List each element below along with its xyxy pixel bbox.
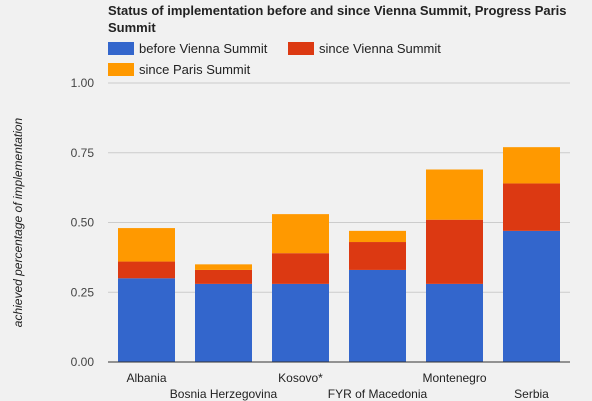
legend-label-0: before Vienna Summit <box>139 41 268 56</box>
y-tick-label-1: 0.25 <box>71 285 95 299</box>
gridlines <box>108 82 570 293</box>
y-tick-label-2: 0.50 <box>71 216 95 230</box>
chart-title-line-2: Summit <box>108 20 156 35</box>
y-axis-ticks: 0.00 0.25 0.50 0.75 1.00 <box>71 76 95 369</box>
legend: before Vienna Summit since Vienna Summit s… <box>108 41 441 77</box>
y-axis-label: achieved percentage of implementation <box>11 117 25 327</box>
legend-label-2: since Paris Summit <box>139 62 251 77</box>
legend-swatch-0 <box>108 42 134 55</box>
y-tick-label-4: 1.00 <box>71 76 95 90</box>
x-category-label-2: Kosovo* <box>278 371 323 385</box>
y-tick-label-3: 0.75 <box>71 146 95 160</box>
chart-title-line-1: Status of implementation before and sinc… <box>108 3 567 18</box>
bar-5-1 <box>503 183 560 231</box>
bar-2-0 <box>272 283 329 362</box>
bar-4-1 <box>426 219 483 284</box>
bar-1-2 <box>195 264 252 270</box>
x-category-label-4: Montenegro <box>422 371 486 385</box>
bar-0-0 <box>118 278 175 362</box>
x-category-label-1: Bosnia Herzegovina <box>170 387 278 401</box>
legend-label-1: since Vienna Summit <box>319 41 441 56</box>
legend-swatch-2 <box>108 63 134 76</box>
legend-swatch-1 <box>288 42 314 55</box>
x-category-label-5: Serbia <box>514 387 549 401</box>
x-category-label-0: Albania <box>126 371 166 385</box>
bar-2-1 <box>272 253 329 284</box>
y-tick-label-0: 0.00 <box>71 355 95 369</box>
bar-5-0 <box>503 230 560 362</box>
bar-1-0 <box>195 283 252 362</box>
x-category-label-3: FYR of Macedonia <box>328 387 428 401</box>
bar-5-2 <box>503 147 560 184</box>
bar-4-2 <box>426 169 483 220</box>
bar-0-1 <box>118 261 175 279</box>
bar-4-0 <box>426 283 483 362</box>
bar-3-2 <box>349 230 406 243</box>
bar-1-1 <box>195 269 252 284</box>
bars <box>118 147 560 362</box>
bar-3-0 <box>349 269 406 362</box>
bar-0-2 <box>118 228 175 262</box>
bar-2-2 <box>272 214 329 254</box>
chart-title: Status of implementation before and sinc… <box>108 3 567 35</box>
bar-3-1 <box>349 242 406 270</box>
